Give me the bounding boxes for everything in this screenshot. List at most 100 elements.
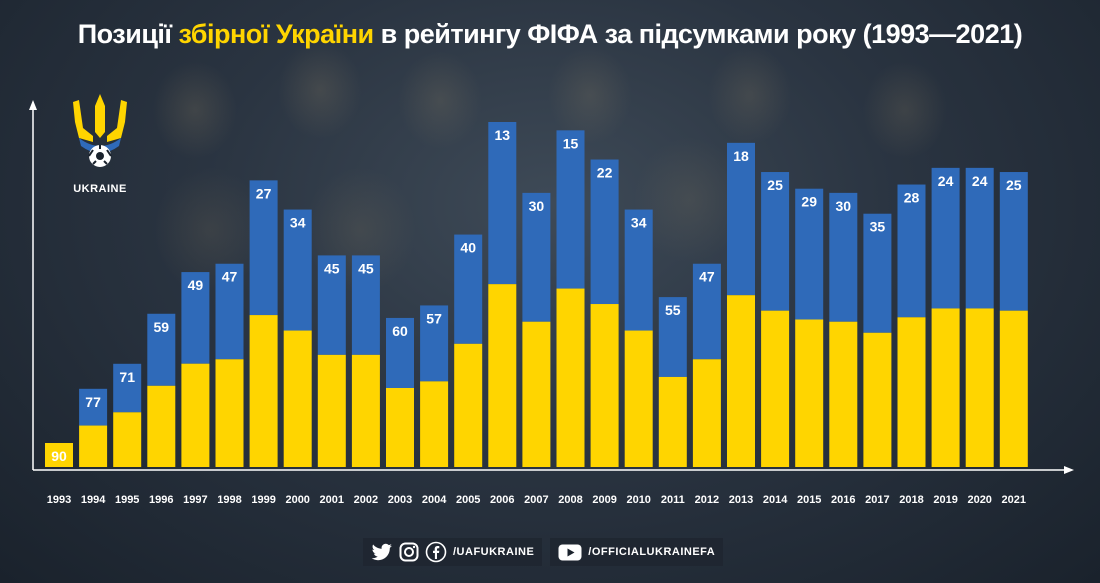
bar-yellow-1995 bbox=[113, 412, 142, 467]
social-handle[interactable]: /UAFUKRAINE bbox=[453, 546, 535, 558]
bar-blue-2002 bbox=[351, 255, 380, 355]
year-tick-label-2004: 2004 bbox=[422, 494, 447, 506]
bar-value-label-2007: 30 bbox=[529, 198, 545, 214]
year-tick-label-2006: 2006 bbox=[490, 494, 514, 506]
bar-yellow-2014 bbox=[761, 310, 790, 467]
chart-title: Позиції збірної України в рейтингу ФІФА … bbox=[0, 19, 1100, 50]
bar-blue-2019 bbox=[931, 167, 960, 309]
bar-blue-2001 bbox=[317, 255, 346, 355]
footer-social: /UAFUKRAINE /OFFICIALUKRAINEFA bbox=[363, 538, 724, 566]
bar-blue-2015 bbox=[795, 188, 824, 320]
bar-blue-1999 bbox=[249, 180, 278, 316]
bar-value-label-2009: 22 bbox=[597, 165, 613, 181]
bar-value-label-2003: 60 bbox=[392, 323, 408, 339]
bar-value-label-2020: 24 bbox=[972, 173, 988, 189]
bar-yellow-2009 bbox=[590, 304, 619, 467]
bar-blue-2014 bbox=[761, 172, 790, 311]
bar-blue-2004 bbox=[420, 305, 449, 382]
year-tick-label-1997: 1997 bbox=[183, 494, 207, 506]
bar-yellow-2010 bbox=[624, 330, 653, 467]
bar-blue-2012 bbox=[692, 263, 721, 360]
bar-value-label-1995: 71 bbox=[119, 369, 135, 385]
bar-yellow-2019 bbox=[931, 308, 960, 467]
bar-value-label-2004: 57 bbox=[426, 310, 442, 326]
bar-blue-2016 bbox=[829, 192, 858, 322]
year-tick-label-2019: 2019 bbox=[933, 494, 957, 506]
instagram-icon[interactable] bbox=[399, 542, 419, 562]
year-tick-label-1994: 1994 bbox=[81, 494, 106, 506]
year-tick-label-2013: 2013 bbox=[729, 494, 753, 506]
title-highlight: збірної України bbox=[178, 19, 375, 49]
bar-yellow-2016 bbox=[829, 321, 858, 467]
bar-blue-2013 bbox=[727, 142, 755, 296]
twitter-icon[interactable] bbox=[371, 543, 393, 561]
bar-yellow-1996 bbox=[147, 385, 176, 467]
trident-crest-icon bbox=[73, 94, 127, 167]
youtube-icon[interactable] bbox=[558, 544, 582, 561]
bars-group: 90 1993 77 1994 71 1995 59 1996 49 1997 47 1998 27 19… bbox=[45, 122, 1028, 506]
year-tick-label-1993: 1993 bbox=[47, 494, 71, 506]
bar-value-label-1994: 77 bbox=[85, 394, 101, 410]
bar-yellow-2011 bbox=[658, 376, 687, 467]
bar-yellow-2006 bbox=[488, 284, 517, 467]
bar-yellow-2007 bbox=[522, 321, 551, 467]
bar-yellow-2002 bbox=[351, 354, 380, 467]
bar-yellow-1997 bbox=[181, 363, 210, 467]
year-tick-label-2002: 2002 bbox=[354, 494, 378, 506]
title-part2: в рейтингу ФІФА за підсумками року (1993… bbox=[373, 19, 1023, 49]
bar-yellow-2000 bbox=[283, 330, 312, 467]
facebook-icon[interactable] bbox=[425, 541, 447, 563]
y-axis-arrow-icon bbox=[29, 100, 37, 110]
logo-text: UKRAINE bbox=[73, 183, 127, 195]
bar-value-label-2000: 34 bbox=[290, 215, 306, 231]
bar-yellow-2004 bbox=[420, 381, 449, 467]
bar-value-label-1996: 59 bbox=[154, 319, 170, 335]
youtube-box: /OFFICIALUKRAINEFA bbox=[550, 538, 724, 566]
bar-value-label-2008: 15 bbox=[563, 135, 579, 151]
year-tick-label-1996: 1996 bbox=[149, 494, 173, 506]
bar-yellow-2020 bbox=[965, 308, 994, 467]
year-tick-label-2021: 2021 bbox=[1002, 494, 1026, 506]
bar-blue-2017 bbox=[863, 213, 892, 333]
bar-blue-2007 bbox=[522, 192, 551, 322]
year-tick-label-2010: 2010 bbox=[626, 494, 650, 506]
bar-blue-1998 bbox=[215, 263, 244, 360]
ukraine-logo: UKRAINE bbox=[60, 92, 140, 195]
bar-value-label-2006: 13 bbox=[495, 127, 511, 143]
bar-blue-2020 bbox=[965, 167, 994, 309]
bar-value-label-1998: 47 bbox=[222, 269, 238, 285]
bar-value-label-2016: 30 bbox=[836, 198, 852, 214]
bar-yellow-2017 bbox=[863, 332, 892, 467]
year-tick-label-2016: 2016 bbox=[831, 494, 855, 506]
bar-yellow-2013 bbox=[727, 295, 755, 467]
bar-value-label-2011: 55 bbox=[665, 302, 681, 318]
bar-blue-2011 bbox=[658, 297, 687, 377]
bar-blue-2000 bbox=[283, 209, 312, 331]
year-tick-label-1995: 1995 bbox=[115, 494, 139, 506]
bar-value-label-1993: 90 bbox=[51, 448, 67, 464]
year-tick-label-2015: 2015 bbox=[797, 494, 821, 506]
bar-blue-2003 bbox=[386, 317, 414, 388]
year-tick-label-2005: 2005 bbox=[456, 494, 480, 506]
bar-blue-2018 bbox=[897, 184, 926, 318]
title-part1: Позиції bbox=[77, 19, 179, 49]
bar-value-label-2017: 35 bbox=[870, 219, 886, 235]
year-tick-label-2012: 2012 bbox=[695, 494, 719, 506]
bar-blue-2008 bbox=[556, 130, 585, 289]
bar-blue-1994 bbox=[79, 388, 108, 426]
bar-yellow-2005 bbox=[454, 343, 483, 467]
youtube-handle[interactable]: /OFFICIALUKRAINEFA bbox=[588, 546, 716, 558]
bar-yellow-1998 bbox=[215, 359, 244, 467]
bar-value-label-2018: 28 bbox=[904, 190, 920, 206]
year-tick-label-2003: 2003 bbox=[388, 494, 412, 506]
social-box: /UAFUKRAINE bbox=[363, 538, 543, 566]
bar-value-label-2002: 45 bbox=[358, 260, 374, 276]
bar-yellow-2003 bbox=[386, 387, 414, 467]
bar-yellow-1993 bbox=[45, 443, 73, 467]
bar-yellow-1994 bbox=[79, 425, 108, 467]
bar-blue-2010 bbox=[624, 209, 653, 331]
bar-yellow-2021 bbox=[999, 310, 1028, 467]
bar-value-label-2013: 18 bbox=[733, 148, 749, 164]
bar-blue-2005 bbox=[454, 234, 483, 344]
